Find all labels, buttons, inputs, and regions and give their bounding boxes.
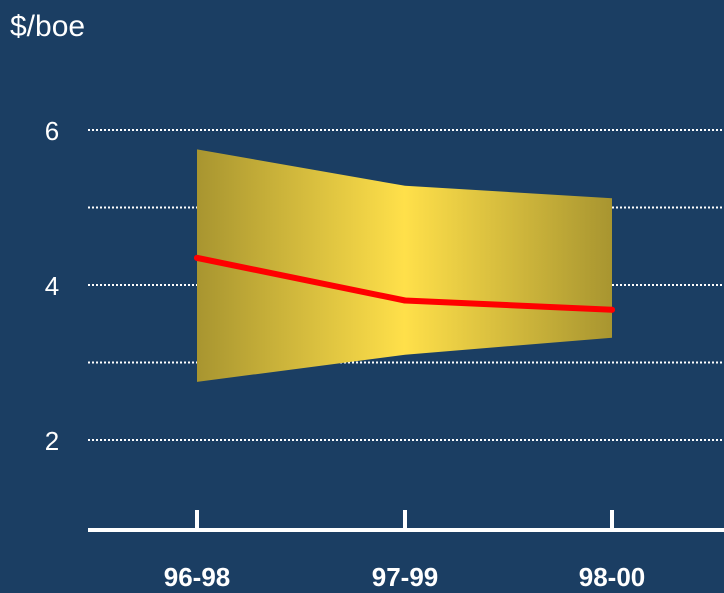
series-point [402, 297, 408, 304]
series-point [609, 306, 615, 313]
x-tick-label: 97-99 [372, 562, 439, 592]
x-tick-label: 98-00 [579, 562, 646, 592]
y-tick-labels: 2 4 6 [45, 116, 59, 456]
x-tick-label: 96-98 [164, 562, 231, 592]
range-band-area [197, 149, 612, 382]
gridlines [88, 129, 724, 441]
x-tick-labels: 96-98 97-99 98-00 [164, 562, 646, 592]
y-tick-label: 4 [45, 271, 59, 301]
y-axis-label: $/boe [10, 10, 85, 43]
y-tick-label: 2 [45, 426, 59, 456]
x-axis [88, 510, 724, 532]
y-tick-label: 6 [45, 116, 59, 146]
range-band [197, 149, 612, 382]
series-point [194, 254, 200, 261]
series-line [194, 254, 615, 313]
